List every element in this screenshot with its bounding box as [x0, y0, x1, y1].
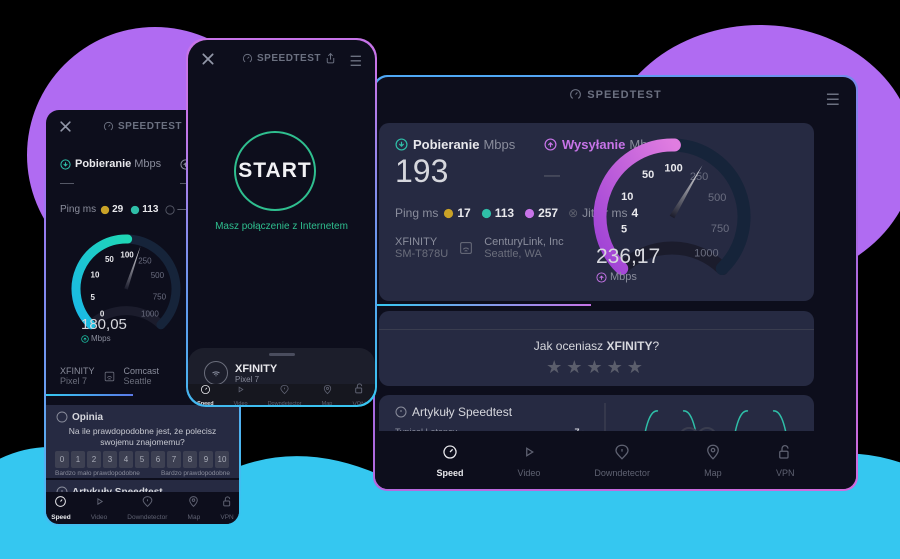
svg-text:5: 5 [621, 224, 627, 236]
svg-text:100: 100 [120, 251, 134, 260]
svg-text:500: 500 [151, 271, 165, 280]
svg-text:1000: 1000 [141, 310, 159, 319]
svg-text:1000: 1000 [694, 247, 718, 259]
svg-text:10: 10 [91, 271, 100, 280]
svg-text:50: 50 [642, 169, 654, 181]
svg-text:250: 250 [138, 256, 152, 265]
svg-text:100: 100 [664, 163, 682, 175]
svg-text:750: 750 [711, 223, 729, 235]
svg-text:50: 50 [105, 255, 114, 264]
svg-text:500: 500 [708, 192, 726, 204]
svg-text:10: 10 [621, 191, 633, 203]
svg-text:5: 5 [90, 293, 95, 302]
svg-text:750: 750 [153, 293, 167, 302]
